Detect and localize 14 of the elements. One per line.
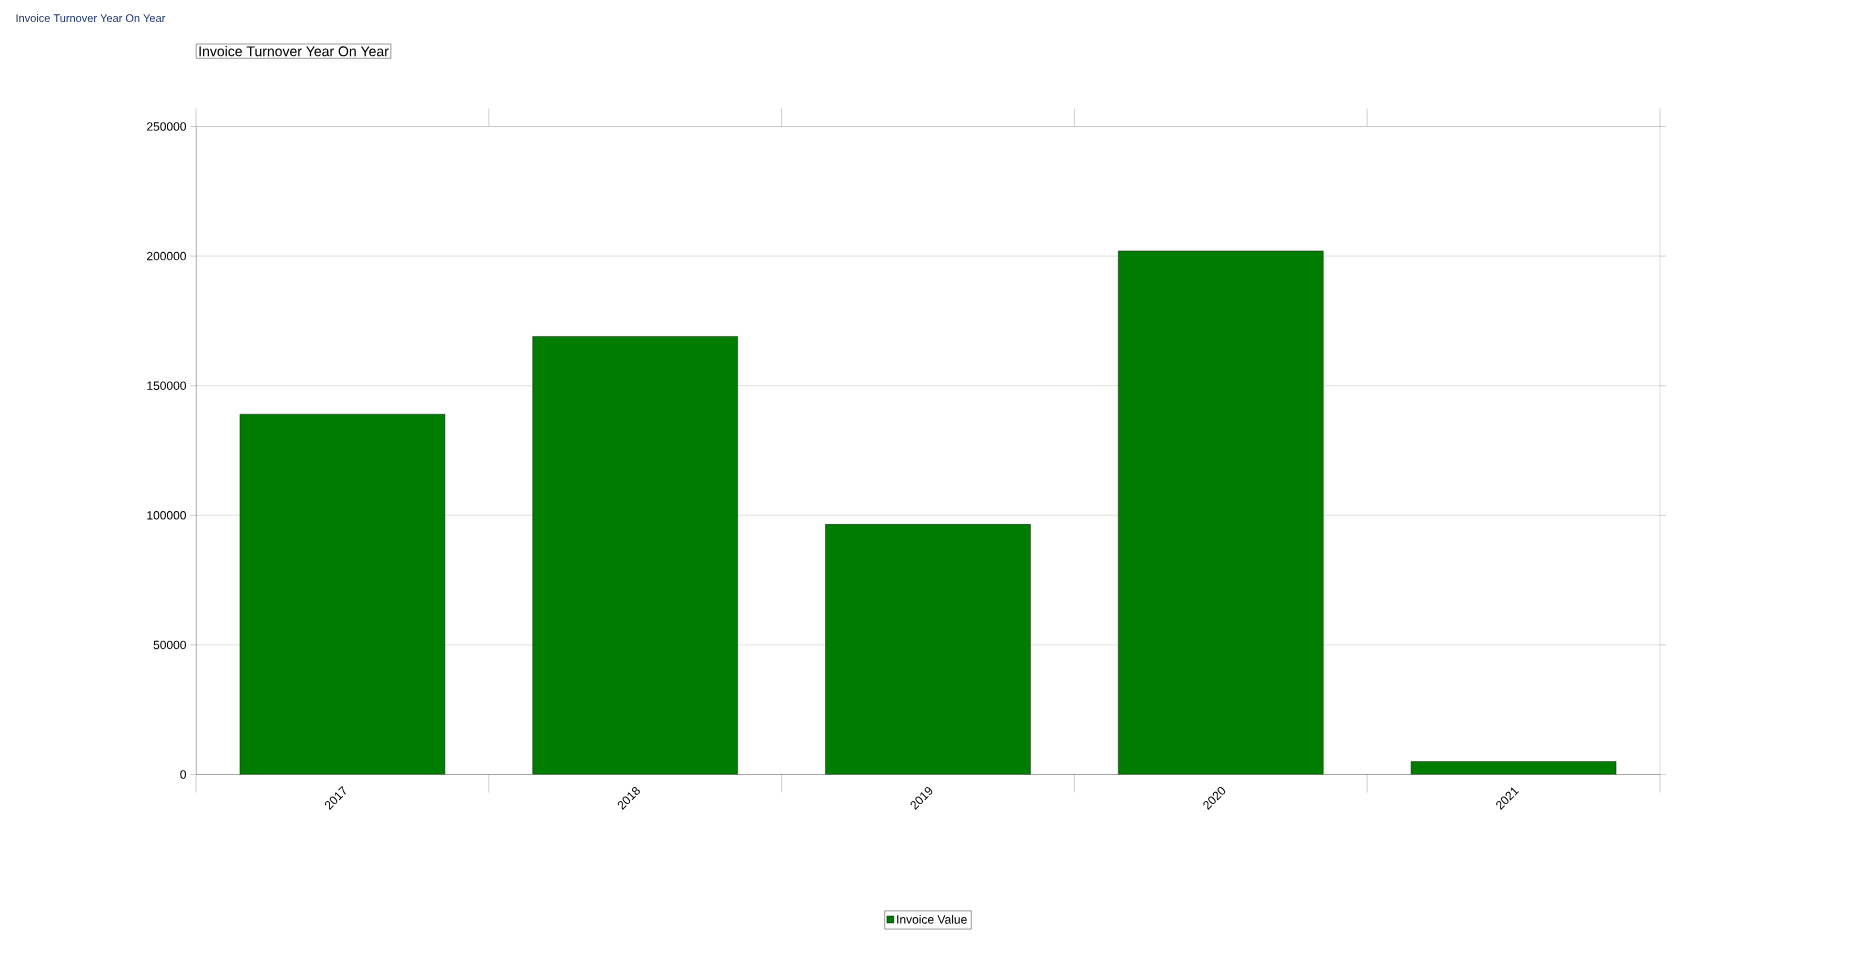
y-tick-label: 150000 [147, 381, 186, 390]
y-tick-label: 200000 [147, 251, 186, 261]
y-tick-label: 50000 [153, 640, 186, 650]
text: Invoice Turnover Year On Year [16, 13, 166, 23]
y-tick-label: 0 [180, 770, 187, 779]
bar [239, 414, 445, 775]
bar [1410, 761, 1617, 775]
y-tick-label: 100000 [147, 511, 186, 520]
legend-label: Invoice Value [897, 914, 967, 924]
bar [1118, 250, 1324, 775]
bar [532, 336, 738, 775]
bar [825, 524, 1031, 775]
y-tick-label: 250000 [147, 122, 186, 131]
chart-title: Invoice Turnover Year On Year [199, 46, 389, 57]
